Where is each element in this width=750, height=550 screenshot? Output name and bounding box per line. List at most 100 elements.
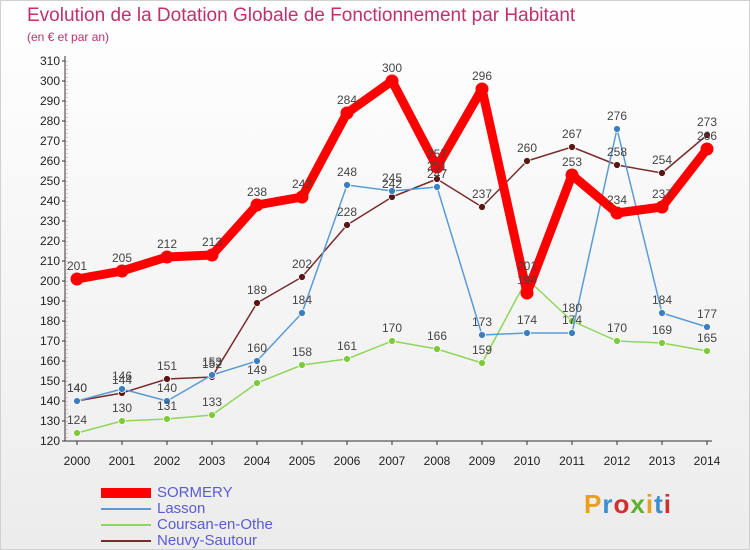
data-label-coursan-en-othe: 180 [562,301,582,315]
x-tick-label: 2011 [559,454,585,468]
data-point-neuvy-sautour [658,169,666,177]
data-label-neuvy-sautour: 237 [472,187,492,201]
data-label-sormery: 194 [517,273,537,287]
data-point-sormery [520,286,534,300]
data-point-lasson [523,329,531,337]
y-tick-label: 310 [40,54,60,68]
y-tick-label: 170 [40,334,60,348]
data-point-neuvy-sautour [523,157,531,165]
data-point-sormery [115,264,129,278]
x-tick-label: 2005 [289,454,316,468]
data-point-neuvy-sautour [163,375,171,383]
y-tick-label: 180 [40,314,60,328]
data-label-neuvy-sautour: 152 [202,357,222,371]
legend-label-lasson: Lasson [157,500,206,517]
legend-swatch-sormery [101,488,151,498]
logo-letter: i [645,489,655,519]
data-point-sormery [610,206,624,220]
y-tick-label: 290 [40,94,60,108]
data-point-sormery [250,198,264,212]
data-point-lasson [298,309,306,317]
data-label-lasson: 248 [337,165,357,179]
y-tick-label: 200 [40,274,60,288]
data-label-neuvy-sautour: 144 [112,373,132,387]
data-labels: 140 144 151 152 189 202 228 242 251 237 260 267 258 2… [67,61,717,427]
data-point-coursan-en-othe [73,429,81,437]
y-tick-label: 220 [40,234,60,248]
y-tick-label: 150 [40,374,60,388]
data-point-neuvy-sautour [433,175,441,183]
x-tick-label: 2009 [469,454,496,468]
data-point-coursan-en-othe [208,411,216,419]
x-tick-label: 2001 [109,454,136,468]
y-tick-label: 250 [40,174,60,188]
data-point-sormery [700,142,714,156]
logo-letter: r [602,489,614,519]
data-label-neuvy-sautour: 228 [337,205,357,219]
data-label-lasson: 177 [697,307,717,321]
data-label-lasson: 173 [472,315,492,329]
data-point-coursan-en-othe [343,355,351,363]
data-label-lasson: 174 [562,313,582,327]
data-label-coursan-en-othe: 149 [247,363,267,377]
data-label-sormery: 257 [427,147,447,161]
data-label-neuvy-sautour: 273 [697,115,717,129]
data-point-neuvy-sautour [343,221,351,229]
series-lines [70,74,714,437]
logo-letter: o [613,489,631,519]
logo-letter: i [663,489,672,519]
data-label-sormery: 238 [247,185,267,199]
data-point-lasson [343,181,351,189]
data-label-sormery: 212 [157,237,177,251]
data-point-coursan-en-othe [163,415,171,423]
data-label-lasson: 276 [607,109,627,123]
data-label-neuvy-sautour: 267 [562,127,582,141]
data-point-neuvy-sautour [478,203,486,211]
y-tick-label: 140 [40,394,60,408]
legend-swatch-lasson [101,508,151,510]
data-label-coursan-en-othe: 170 [607,321,627,335]
data-point-coursan-en-othe [478,359,486,367]
chart-title: Evolution de la Dotation Globale de Fonc… [27,5,576,26]
data-label-lasson: 245 [382,171,402,185]
data-label-sormery: 296 [472,69,492,83]
data-label-sormery: 300 [382,61,402,75]
data-point-neuvy-sautour [253,299,261,307]
data-label-lasson: 184 [652,293,672,307]
data-point-lasson [118,385,126,393]
data-label-sormery: 266 [697,129,717,143]
data-point-coursan-en-othe [703,347,711,355]
data-point-coursan-en-othe [613,337,621,345]
data-point-coursan-en-othe [658,339,666,347]
data-point-sormery [385,74,399,88]
data-label-neuvy-sautour: 242 [382,177,402,191]
data-label-lasson: 146 [112,369,132,383]
data-point-lasson [703,323,711,331]
data-point-coursan-en-othe [388,337,396,345]
data-label-neuvy-sautour: 202 [292,257,312,271]
data-point-sormery [655,200,669,214]
data-label-lasson: 247 [427,167,447,181]
y-tick-label: 300 [40,74,60,88]
axes: 120 130 140 150 160 170 180 190 200 210 220 230 240 2… [40,54,721,468]
x-tick-label: 2002 [154,454,181,468]
data-label-sormery: 234 [607,193,627,207]
data-label-sormery: 213 [202,235,222,249]
legend-swatch-coursan-en-othe [101,524,151,526]
y-tick-label: 240 [40,194,60,208]
y-tick-label: 260 [40,154,60,168]
logo-letter: t [654,489,664,519]
data-point-coursan-en-othe [253,379,261,387]
data-label-coursan-en-othe: 131 [157,399,177,413]
data-label-lasson: 160 [247,341,267,355]
x-tick-label: 2013 [649,454,676,468]
data-point-lasson [433,183,441,191]
y-tick-label: 210 [40,254,60,268]
data-label-coursan-en-othe: 170 [382,321,402,335]
data-point-sormery [430,160,444,174]
logo-letter: P [584,489,603,519]
data-point-sormery [160,250,174,264]
data-label-sormery: 253 [562,155,582,169]
data-point-lasson [478,331,486,339]
data-point-neuvy-sautour [568,143,576,151]
